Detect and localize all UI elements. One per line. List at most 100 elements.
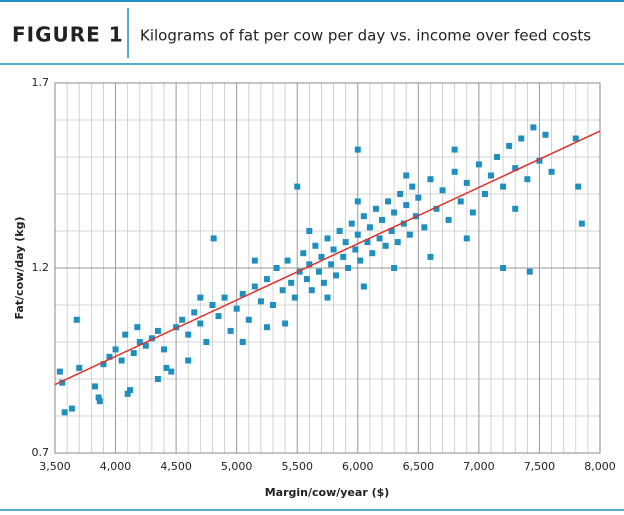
point — [161, 346, 167, 353]
point — [215, 313, 222, 320]
point — [354, 231, 361, 238]
point — [154, 376, 161, 382]
point — [324, 294, 331, 301]
point — [318, 253, 325, 260]
point — [415, 194, 422, 201]
plot-frame — [54, 82, 601, 454]
x-tick-label: 4,000 — [100, 460, 132, 473]
point — [366, 224, 373, 231]
point — [391, 265, 398, 271]
point — [227, 327, 234, 334]
x-tick-label: 5,500 — [281, 460, 313, 473]
point — [403, 172, 410, 179]
point — [572, 135, 579, 142]
point — [282, 320, 289, 327]
point — [372, 205, 379, 212]
point — [400, 220, 407, 227]
point — [185, 357, 192, 364]
point — [348, 220, 355, 227]
point — [245, 316, 252, 323]
point — [328, 261, 335, 268]
point — [179, 316, 186, 323]
point — [409, 183, 416, 190]
point — [306, 261, 313, 268]
point — [142, 342, 149, 349]
point — [391, 209, 398, 216]
point — [294, 183, 301, 190]
point — [270, 302, 276, 308]
point — [251, 257, 258, 264]
point — [122, 331, 129, 338]
point — [95, 394, 102, 401]
point — [221, 294, 228, 301]
point — [394, 239, 401, 246]
point — [427, 176, 434, 183]
point — [488, 172, 494, 179]
point — [100, 361, 107, 368]
point — [96, 398, 103, 405]
trendline — [54, 130, 601, 386]
point — [76, 364, 83, 371]
point — [296, 268, 303, 275]
point — [369, 250, 376, 257]
point — [233, 305, 240, 312]
point — [500, 183, 507, 190]
point — [536, 157, 543, 164]
point — [330, 246, 337, 253]
point — [345, 265, 352, 271]
point — [59, 379, 66, 386]
point — [360, 283, 367, 290]
point — [352, 246, 359, 253]
point — [300, 250, 307, 257]
x-tick-label: 5,000 — [221, 460, 253, 473]
point — [494, 154, 501, 160]
point — [91, 383, 98, 390]
y-tick-label: 0.7 — [32, 446, 50, 459]
point — [342, 239, 349, 246]
point — [376, 235, 383, 242]
y-axis-label: Fat/cow/day (kg) — [13, 216, 26, 319]
point — [439, 187, 446, 194]
point — [263, 276, 270, 283]
point — [481, 191, 488, 197]
point — [512, 205, 519, 212]
x-tick-label: 8,000 — [584, 460, 616, 473]
point — [403, 202, 410, 209]
point — [168, 368, 175, 375]
point — [163, 364, 170, 371]
y-tick-label: 1.2 — [32, 261, 50, 274]
point — [421, 224, 428, 231]
point — [73, 316, 80, 323]
point — [191, 309, 198, 316]
point — [506, 142, 513, 149]
point — [332, 272, 339, 279]
point — [61, 409, 68, 416]
point — [173, 324, 180, 331]
point — [320, 279, 327, 286]
point — [118, 357, 125, 364]
point — [463, 179, 470, 186]
point — [134, 324, 141, 331]
point — [364, 239, 371, 246]
point — [379, 216, 385, 223]
point — [397, 191, 404, 197]
point — [340, 253, 347, 260]
point — [526, 268, 533, 275]
point — [354, 198, 361, 205]
point — [136, 339, 143, 345]
point — [112, 346, 119, 353]
point — [130, 350, 137, 357]
point — [203, 339, 210, 345]
y-tick-label: 1.7 — [32, 76, 50, 89]
point — [578, 220, 585, 227]
point — [451, 168, 458, 175]
point — [427, 253, 434, 260]
point — [257, 298, 264, 305]
point — [357, 257, 364, 264]
point — [512, 165, 519, 172]
point — [239, 339, 246, 345]
point — [463, 235, 470, 242]
point — [360, 213, 367, 220]
